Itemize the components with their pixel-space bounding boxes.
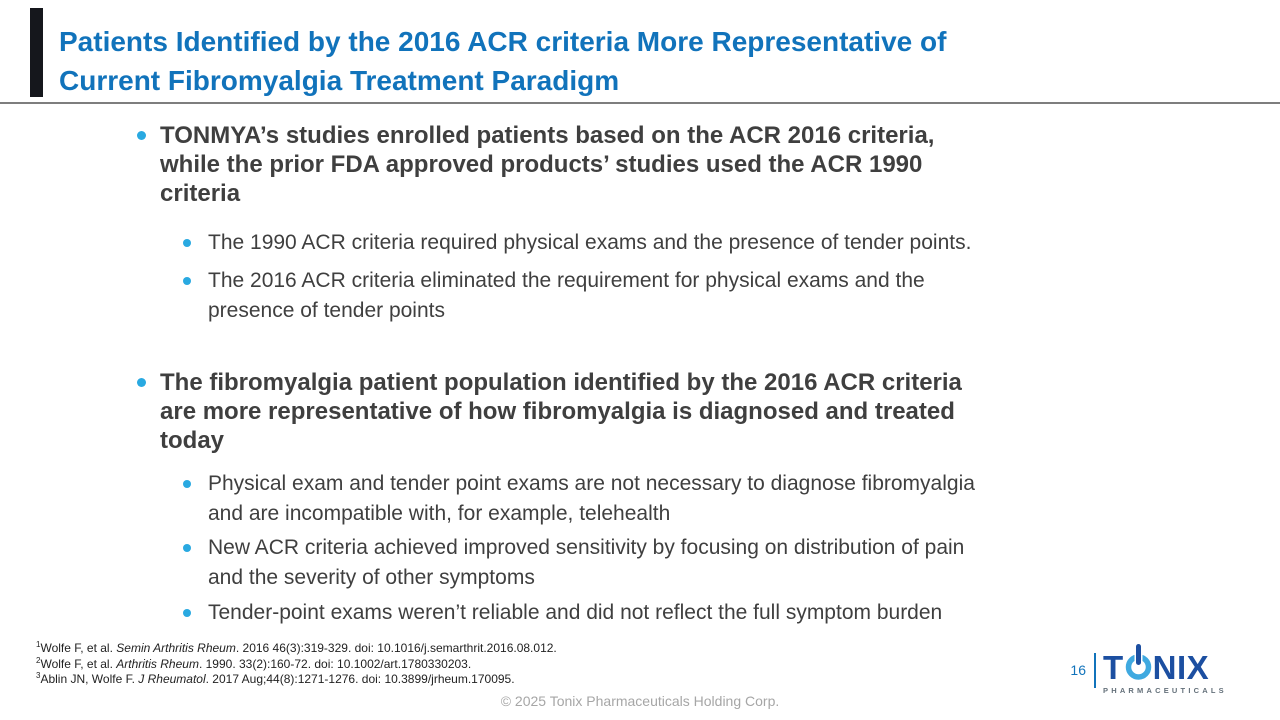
logo-letter-t: T: [1103, 649, 1124, 686]
logo-wordmark: T N IX: [1103, 643, 1221, 684]
logo-subtext: PHARMACEUTICALS: [1103, 686, 1227, 695]
bullet-dot-column: [183, 266, 208, 290]
footnote-journal: Semin Arthritis Rheum: [116, 641, 236, 655]
footnote-journal: Arthritis Rheum: [116, 656, 199, 671]
footnote-text: . 1990. 33(2):160-72. doi: 10.1002/art.1…: [198, 656, 472, 671]
bullet-dot-column: [183, 469, 208, 493]
footnote-text: Wolfe F, et al.: [40, 656, 117, 671]
bullet-text: The 2016 ACR criteria eliminated the req…: [208, 269, 925, 322]
footnote-journal: J Rheumatol: [138, 672, 206, 686]
bullet-text: TONMYA’s studies enrolled patients based…: [160, 122, 935, 207]
bullet-dot-column: [183, 533, 208, 557]
bullet-item: Physical exam and tender point exams are…: [137, 469, 1122, 529]
title-accent-bar: [30, 8, 43, 97]
footnote-text: . 2017 Aug;44(8):1271-1276. doi: 10.3899…: [205, 672, 515, 686]
bullet-dot-icon: [183, 277, 191, 285]
tonix-logo: T N IX PHARMACEUTICALS: [1103, 643, 1227, 695]
bullet-item: TONMYA’s studies enrolled patients based…: [137, 121, 1122, 208]
slide-title: Patients Identified by the 2016 ACR crit…: [59, 26, 947, 96]
bullet-dot-column: [137, 368, 160, 392]
bullet-text: New ACR criteria achieved improved sensi…: [208, 536, 965, 589]
bullet-item: The 2016 ACR criteria eliminated the req…: [137, 266, 1122, 326]
footnote: 2Wolfe F, et al. Arthritis Rheum. 1990. …: [36, 655, 557, 673]
bullet-dot-column: [137, 121, 160, 145]
bullet-item: Tender-point exams weren’t reliable and …: [137, 598, 1122, 628]
bullet-dot-column: [183, 598, 208, 622]
footnote-text: Wolfe F, et al.: [40, 641, 117, 655]
bullet-text: The 1990 ACR criteria required physical …: [208, 231, 972, 254]
footnote: 1Wolfe F, et al. Semin Arthritis Rheum. …: [36, 641, 557, 657]
logo-letters-ix: IX: [1177, 649, 1210, 686]
page-number-divider: [1094, 653, 1096, 688]
power-button-icon: [1125, 643, 1152, 685]
bullet-dot-icon: [137, 131, 146, 140]
bullet-dot-icon: [183, 239, 191, 247]
footnotes: 1Wolfe F, et al. Semin Arthritis Rheum. …: [36, 641, 557, 688]
bullet-item: The fibromyalgia patient population iden…: [137, 368, 1122, 455]
bullet-text: Tender-point exams weren’t reliable and …: [208, 601, 943, 624]
bullet-dot-icon: [183, 609, 191, 617]
title-divider: [0, 102, 1280, 104]
bullet-dot-icon: [183, 544, 191, 552]
page-number: 16: [1070, 662, 1086, 678]
bullet-dot-column: [183, 228, 208, 252]
footnote-superscript: 1: [36, 640, 41, 649]
footnote: 3Ablin JN, Wolfe F. J Rheumatol. 2017 Au…: [36, 672, 557, 688]
bullet-item: The 1990 ACR criteria required physical …: [137, 228, 1122, 258]
bullet-dot-icon: [137, 378, 146, 387]
bullet-list: TONMYA’s studies enrolled patients based…: [137, 121, 1122, 628]
footnote-text: . 2016 46(3):319-329. doi: 10.1016/j.sem…: [235, 641, 557, 655]
bullet-text: Physical exam and tender point exams are…: [208, 472, 975, 525]
bullet-text: The fibromyalgia patient population iden…: [160, 369, 962, 454]
footnote-superscript: 3: [36, 671, 41, 680]
bullet-dot-icon: [183, 480, 191, 488]
copyright-text: © 2025 Tonix Pharmaceuticals Holding Cor…: [500, 693, 780, 709]
logo-letter-n: N: [1152, 649, 1178, 686]
footnote-text: Ablin JN, Wolfe F.: [40, 672, 139, 686]
footnote-superscript: 2: [36, 655, 41, 665]
bullet-item: New ACR criteria achieved improved sensi…: [137, 533, 1122, 593]
